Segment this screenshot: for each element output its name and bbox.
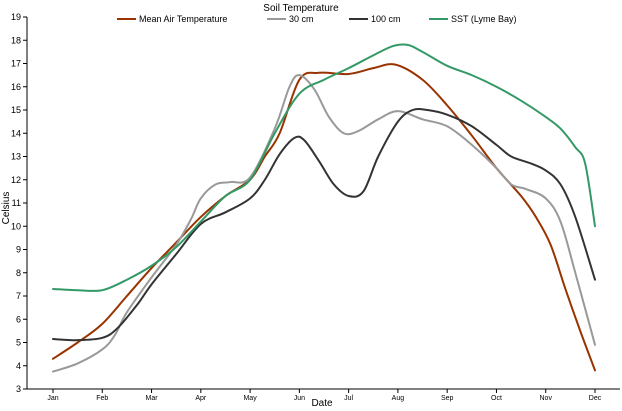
- legend: Mean Air Temperature 30 cm 100 cm SST (Lyme…: [117, 14, 517, 24]
- legend-label: 30 cm: [289, 14, 314, 24]
- y-tick-label: 19: [11, 12, 21, 22]
- y-axis: 3 4 5 6 7 8 9 10 11 12 13 14 15 16 17 18 19: [11, 12, 28, 394]
- x-axis-label: Date: [311, 398, 333, 409]
- legend-label: Mean Air Temperature: [139, 14, 227, 24]
- y-tick-label: 18: [11, 35, 21, 45]
- x-tick-label: Oct: [491, 395, 502, 402]
- x-tick-label: Sep: [441, 395, 454, 402]
- y-tick-label: 4: [16, 361, 21, 371]
- y-tick-label: 6: [16, 314, 21, 324]
- y-tick-label: 12: [11, 175, 21, 185]
- legend-label: SST (Lyme Bay): [451, 14, 517, 24]
- y-tick-label: 7: [16, 291, 21, 301]
- y-tick-label: 11: [12, 198, 21, 208]
- y-axis-label: Celsius: [1, 192, 12, 225]
- legend-label: 100 cm: [371, 14, 401, 24]
- y-tick-label: 13: [11, 152, 21, 162]
- y-tick-label: 15: [11, 105, 21, 115]
- plot-area: [52, 43, 596, 373]
- x-tick-label: Feb: [96, 395, 108, 402]
- legend-item-100-cm: 100 cm: [349, 14, 401, 24]
- y-tick-label: 9: [16, 245, 21, 255]
- x-tick-label: Nov: [540, 395, 553, 402]
- x-tick-label: Jul: [344, 395, 353, 402]
- y-tick-label: 3: [16, 384, 21, 394]
- x-tick-label: Dec: [589, 395, 602, 402]
- x-tick-label: May: [243, 395, 257, 402]
- series-line-mean-air-temperature: [52, 63, 596, 372]
- y-tick-label: 14: [11, 128, 21, 138]
- legend-item-mean-air-temperature: Mean Air Temperature: [117, 14, 227, 24]
- y-tick-label: 8: [16, 268, 21, 278]
- y-tick-label: 17: [11, 59, 21, 69]
- y-tick-label: 5: [16, 338, 21, 348]
- series-line-30-cm: [52, 74, 596, 373]
- series-line-sst-lyme-bay: [52, 43, 596, 293]
- chart-title: Soil Temperature: [263, 3, 339, 14]
- x-axis: Jan Feb Mar Apr May Jun Jul Aug Sep Oct Nov Dec: [27, 388, 620, 402]
- x-tick-label: Jan: [47, 395, 58, 402]
- y-tick-label: 16: [11, 82, 21, 92]
- series-line-100-cm: [52, 107, 596, 342]
- x-tick-label: Apr: [195, 395, 207, 402]
- x-tick-label: Aug: [392, 395, 405, 402]
- y-tick-label: 10: [11, 221, 21, 231]
- x-tick-label: Jun: [294, 395, 305, 402]
- legend-item-sst-lyme-bay: SST (Lyme Bay): [429, 14, 517, 24]
- x-tick-label: Mar: [146, 395, 159, 402]
- legend-item-30-cm: 30 cm: [267, 14, 314, 24]
